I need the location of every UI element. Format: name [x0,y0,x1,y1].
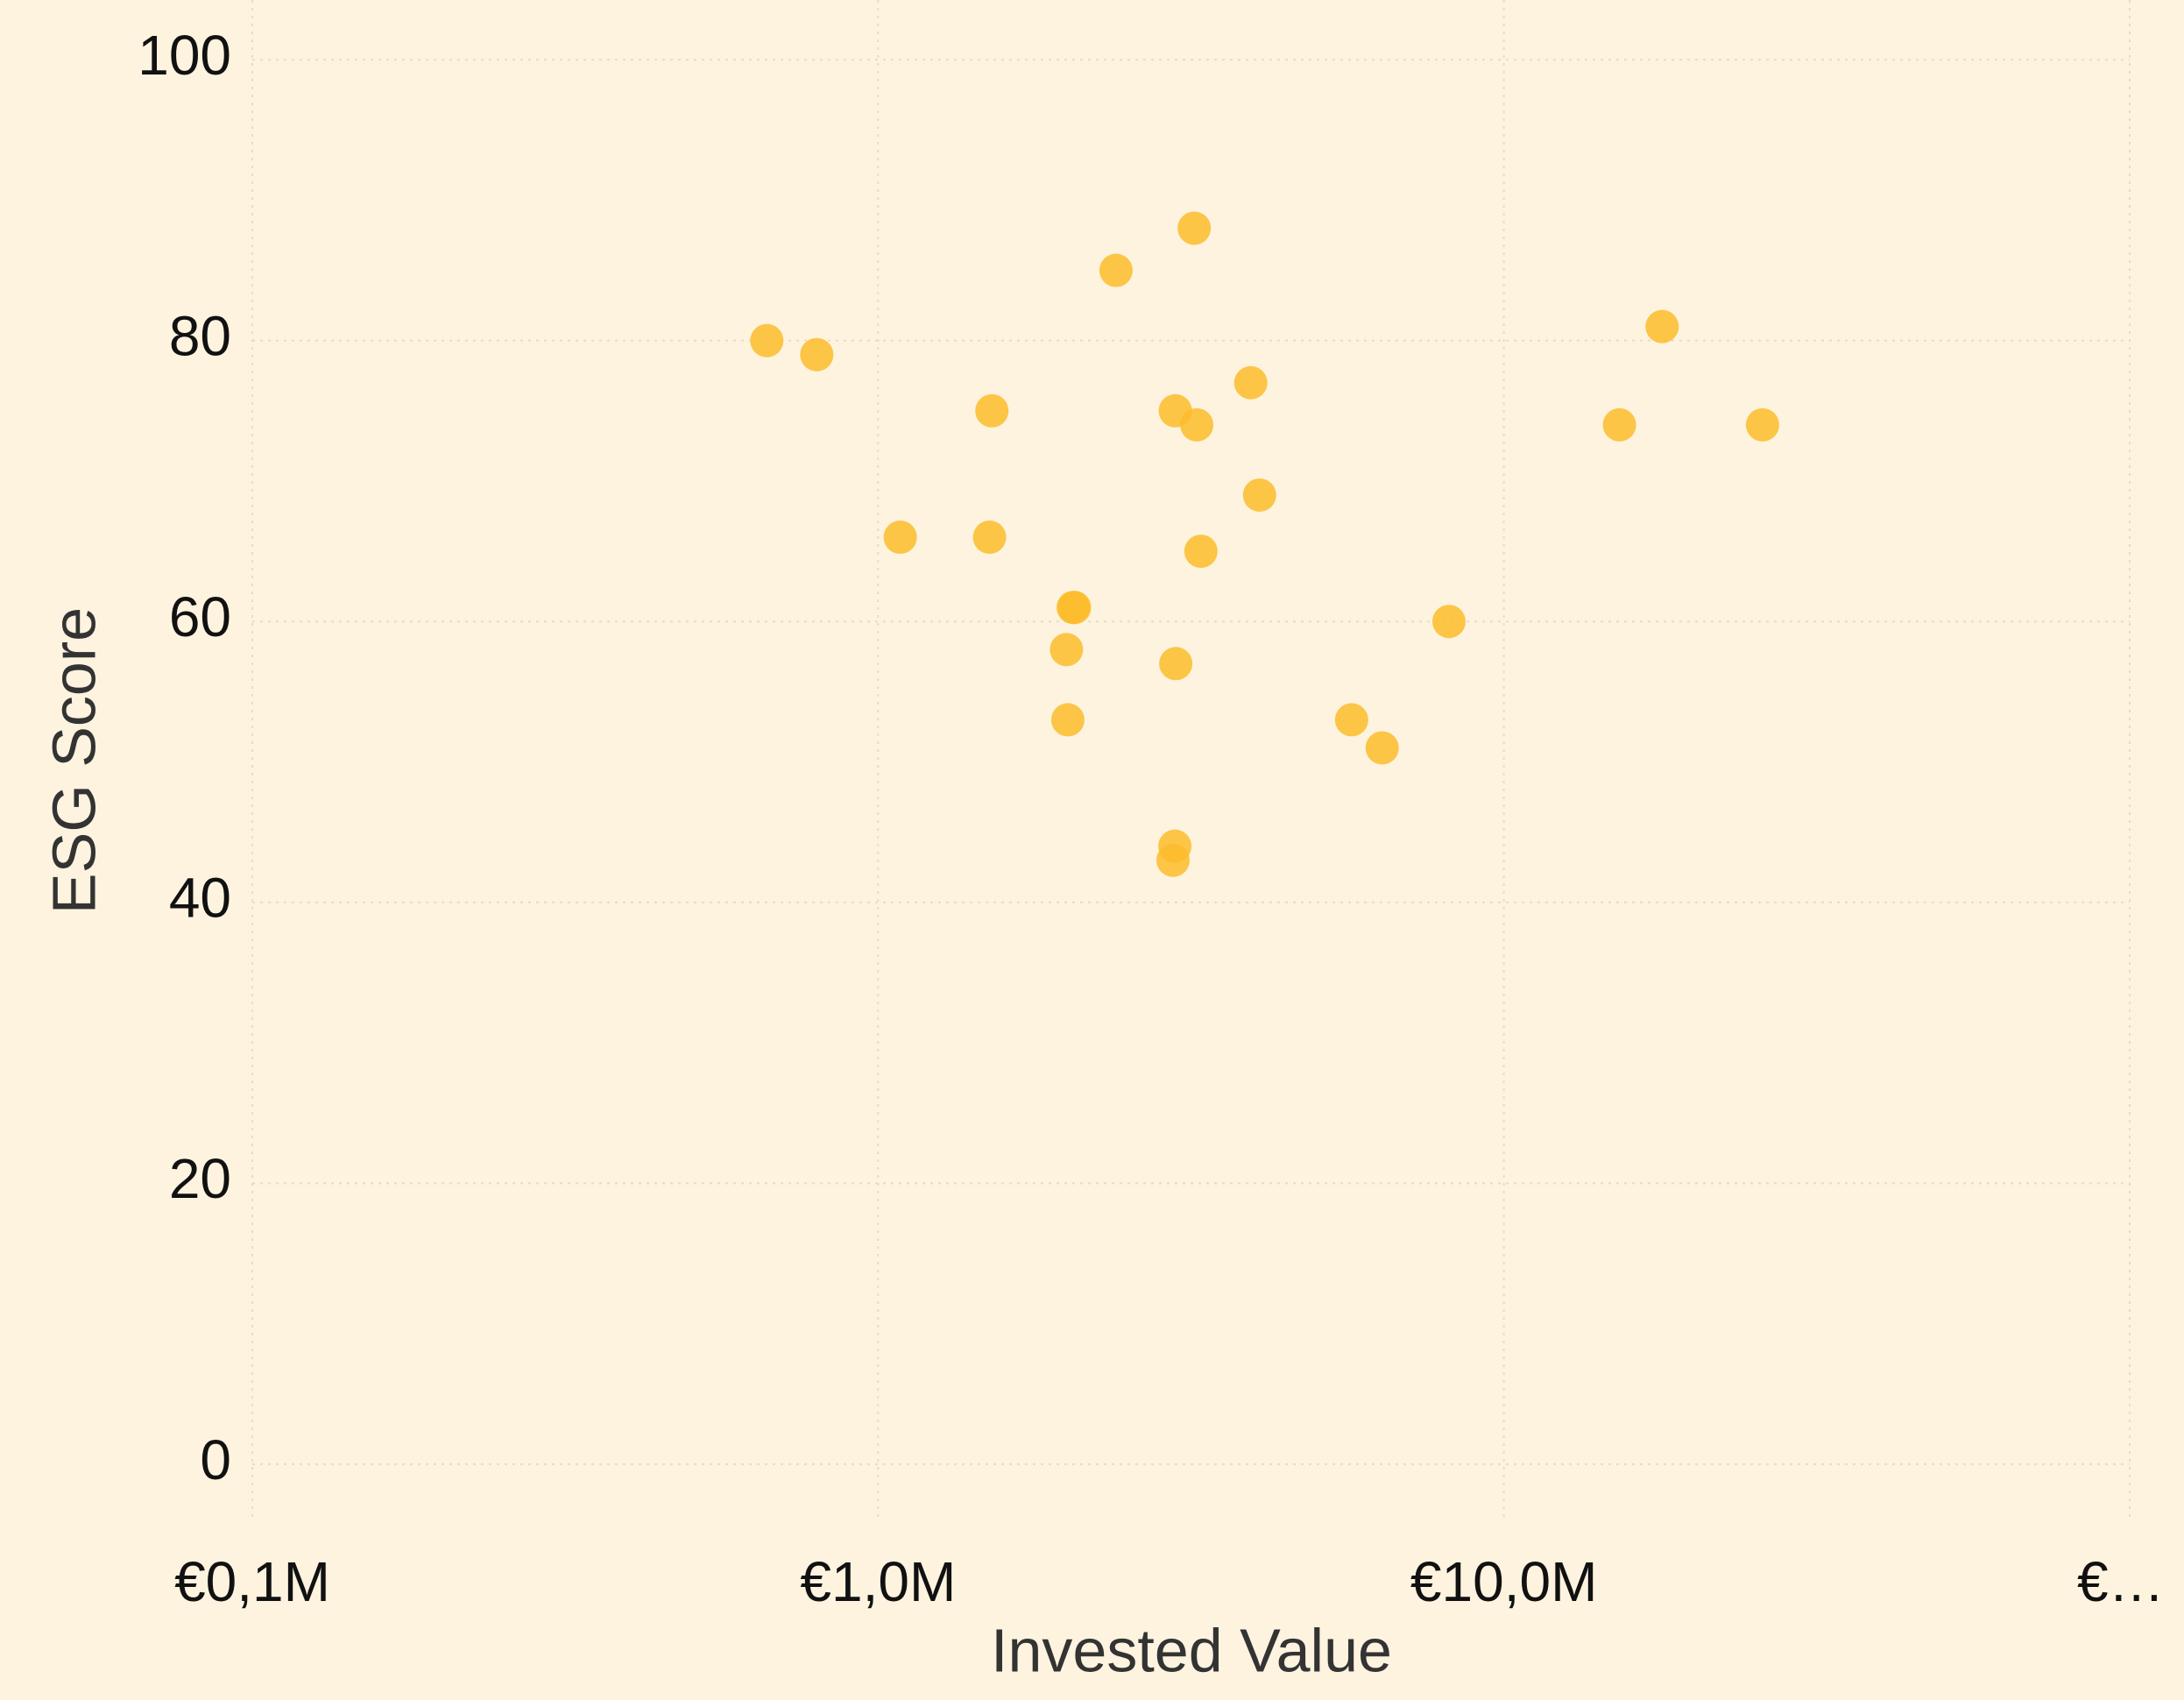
point [1180,407,1214,442]
y-tick-label: 100 [138,24,231,87]
y-tick-label: 80 [169,305,231,368]
x-tick-label: €… [2077,1550,2165,1613]
x-tick-label: €10,0M [1410,1550,1597,1613]
y-tick-label: 20 [169,1147,231,1210]
x-tick-label: €1,0M [800,1550,956,1613]
point [1645,309,1679,344]
point [1050,633,1084,667]
x-axis-title: Invested Value [991,1616,1392,1684]
point [1057,591,1092,625]
point [972,521,1007,555]
point [1099,253,1133,287]
x-tick-label: €0,1M [174,1550,330,1613]
point [883,521,917,555]
y-tick-label: 0 [200,1428,231,1491]
y-axis-title: ESG Score [39,607,108,914]
point [1184,535,1218,569]
point [1602,407,1636,442]
point [1242,478,1276,512]
y-tick-label: 40 [169,867,231,930]
point [1334,703,1368,737]
point [1159,647,1193,681]
point [975,393,1009,428]
point [800,337,834,372]
point [1365,731,1399,765]
y-tick-label: 60 [169,585,231,648]
point [1745,407,1779,442]
point [1177,211,1212,245]
point [1050,703,1085,737]
point [1233,365,1268,400]
point [1158,829,1192,863]
point [1431,605,1466,639]
point [750,323,784,358]
